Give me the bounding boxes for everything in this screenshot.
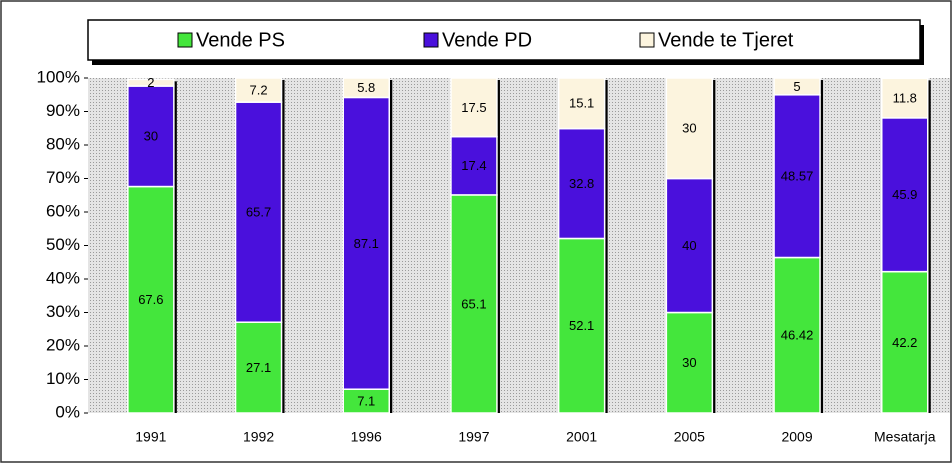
x-tick-label: 2001: [566, 429, 597, 445]
value-label: 7.1: [357, 394, 375, 409]
y-tick-label: 20%: [46, 335, 80, 354]
bar-segment: [234, 321, 283, 414]
legend-label: Vende PS: [196, 29, 285, 51]
x-tick-label: 1992: [243, 429, 274, 445]
value-label: 30: [144, 129, 158, 144]
value-label: 11.8: [893, 91, 917, 106]
bar-segment: [881, 77, 929, 119]
bar-segment: [450, 77, 498, 138]
y-tick-label: 10%: [46, 369, 80, 388]
value-label: 17.4: [461, 158, 486, 173]
value-label: 65.7: [246, 205, 271, 220]
bar-segment: [773, 77, 821, 96]
bar-shadow: [712, 80, 716, 413]
x-tick-label: 2005: [674, 429, 705, 445]
bar-shadow: [173, 81, 177, 413]
bar-segment: [881, 270, 929, 414]
legend-swatch: [423, 32, 439, 48]
bar-segment: [665, 77, 714, 180]
y-tick-label: 80%: [46, 134, 80, 153]
bar-segment: [127, 85, 175, 188]
bar-segment: [557, 237, 606, 414]
legend-swatch: [639, 32, 655, 48]
bar-segment: [450, 194, 498, 414]
bar-shadow: [389, 80, 393, 413]
value-label: 45.9: [892, 187, 917, 202]
value-label: 52.1: [569, 318, 594, 333]
y-tick-label: 30%: [46, 302, 80, 321]
value-label: 42.2: [892, 335, 917, 350]
x-tick-label: 1997: [458, 429, 489, 445]
bar-segment: [234, 77, 283, 103]
value-label: 32.8: [569, 176, 594, 191]
value-label: 5.8: [357, 80, 375, 95]
bar-segment: [557, 127, 606, 240]
bar-shadow: [927, 80, 931, 414]
value-label: 30: [682, 355, 696, 370]
bar-shadow: [496, 80, 500, 413]
bar-segment: [557, 77, 606, 130]
y-tick-label: 70%: [46, 168, 80, 187]
value-label: 46.42: [781, 328, 814, 343]
value-label: 30: [682, 121, 696, 136]
bar-shadow: [820, 80, 824, 413]
x-tick-label: 2009: [781, 429, 812, 445]
bar-segment: [342, 96, 390, 390]
bar-segment: [127, 185, 175, 414]
bar-shadow: [604, 80, 608, 413]
legend-label: Vende PD: [442, 29, 532, 51]
bar-shadow: [281, 80, 285, 413]
value-label: 27.1: [246, 360, 271, 375]
x-tick-label: 1996: [351, 429, 382, 445]
value-label: 2: [147, 75, 154, 90]
bar-segment: [881, 117, 929, 273]
value-label: 40: [682, 238, 696, 253]
y-tick-label: 90%: [46, 101, 80, 120]
y-tick-label: 40%: [46, 268, 80, 287]
y-tick-label: 100%: [37, 67, 80, 86]
value-label: 65.1: [461, 296, 486, 311]
value-label: 48.57: [781, 169, 814, 184]
value-label: 15.1: [569, 96, 594, 111]
value-label: 17.5: [461, 100, 486, 115]
y-tick-label: 0%: [55, 402, 80, 421]
x-tick-label: 1991: [135, 429, 166, 445]
x-tick-label: Mesatarja: [874, 429, 936, 445]
value-label: 67.6: [138, 292, 163, 307]
legend-swatch: [177, 32, 193, 48]
value-label: 7.2: [250, 82, 268, 97]
legend-label: Vende te Tjeret: [658, 29, 794, 51]
bar-segment: [450, 135, 498, 196]
y-tick-label: 60%: [46, 201, 80, 220]
bar-segment: [665, 177, 714, 314]
legend: Vende PS Vende PD Vende te Tjeret: [87, 19, 924, 65]
bar-segment: [127, 78, 175, 87]
bar-segment: [665, 311, 714, 414]
value-label: 87.1: [354, 236, 379, 251]
y-tick-label: 50%: [46, 235, 80, 254]
value-label: 5: [793, 79, 800, 94]
bar-segment: [342, 77, 390, 99]
